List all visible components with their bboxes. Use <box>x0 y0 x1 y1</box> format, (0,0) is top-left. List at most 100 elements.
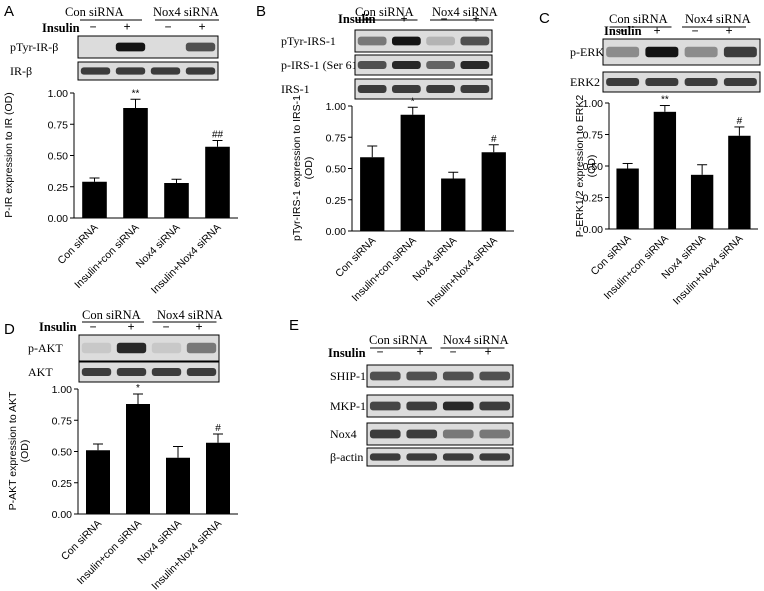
minus-sign: − <box>89 320 96 334</box>
blot-label: p-AKT <box>28 341 63 355</box>
header-con-sirna: Con siRNA <box>355 5 414 19</box>
y-tick-label: 0.50 <box>52 447 73 459</box>
y-tick-label: 0.75 <box>52 415 73 427</box>
x-tick-label: Insulin+con siRNA <box>602 233 671 302</box>
blot-band <box>606 78 640 86</box>
bar <box>166 457 190 514</box>
blot-label: IR-β <box>10 64 32 78</box>
y-tick-label: 0.75 <box>48 119 69 131</box>
significance-mark: ## <box>212 130 224 141</box>
blot-band <box>357 85 387 93</box>
blot-strip <box>366 364 514 388</box>
significance-mark: * <box>411 96 415 107</box>
minus-sign: − <box>691 24 698 38</box>
y-tick-label: 0.25 <box>326 195 347 207</box>
insulin-label: Insulin <box>42 21 80 35</box>
blot-band <box>684 78 718 86</box>
blot-band <box>186 342 217 354</box>
blot-band <box>150 67 181 75</box>
significance-mark: ** <box>132 88 140 99</box>
blot-band <box>460 85 490 93</box>
blot-band <box>369 429 401 439</box>
y-tick-label: 0.50 <box>583 161 604 173</box>
blot-strip <box>366 422 514 446</box>
x-tick-label: Insulin+Nox4 siRNA <box>425 235 500 310</box>
insulin-label: Insulin <box>604 24 642 38</box>
blot-band <box>442 453 474 461</box>
y-tick-label: 0.75 <box>583 130 604 142</box>
blot-strip <box>354 54 493 76</box>
blot-band <box>369 401 401 411</box>
y-tick-label: 0.00 <box>583 224 604 236</box>
bar <box>206 442 230 514</box>
blot-band <box>391 36 421 46</box>
header-nox4-sirna: Nox4 siRNA <box>157 308 223 322</box>
blot-band <box>116 368 147 376</box>
blot-band <box>116 342 147 354</box>
blot-band <box>426 61 456 69</box>
insulin-label: Insulin <box>328 346 366 360</box>
y-tick-label: 0.75 <box>326 132 347 144</box>
significance-mark: # <box>215 423 221 434</box>
panel-letter-C: C <box>539 10 550 27</box>
blot-band <box>406 401 438 411</box>
blot-band <box>391 61 421 69</box>
y-tick-label: 0.25 <box>52 478 73 490</box>
blot-band <box>185 42 216 52</box>
blot-band <box>151 368 182 376</box>
minus-sign: − <box>363 12 370 26</box>
y-axis-label: pTyr-IRS-1 expression to IRS-1 <box>291 95 303 241</box>
blot-strip <box>602 71 761 93</box>
plus-sign: + <box>416 345 423 359</box>
blot-band <box>357 61 387 69</box>
minus-sign: − <box>618 24 625 38</box>
bar <box>690 174 714 229</box>
blot-band <box>479 429 511 439</box>
x-tick-label: Insulin+Nox4 siRNA <box>149 518 224 591</box>
plus-sign: + <box>127 320 134 334</box>
blot-strip <box>366 447 514 467</box>
plus-sign: + <box>484 345 491 359</box>
y-tick-label: 1.00 <box>583 98 604 110</box>
blot-band <box>479 401 511 411</box>
blot-strip <box>366 394 514 418</box>
blot-band <box>460 61 490 69</box>
blot-band <box>442 401 474 411</box>
bar <box>123 108 148 218</box>
bar <box>728 135 751 229</box>
bar <box>400 114 425 231</box>
blot-label: β-actin <box>330 450 363 464</box>
blot-band <box>426 85 456 93</box>
plus-sign: + <box>195 320 202 334</box>
blot-band <box>391 85 421 93</box>
blot-band <box>645 46 679 58</box>
blot-label: SHIP-1 <box>330 369 366 383</box>
blot-band <box>369 371 401 381</box>
y-axis-label: (OD) <box>586 155 598 178</box>
y-tick-label: 0.25 <box>583 193 604 205</box>
significance-mark: * <box>136 383 140 394</box>
blot-label: MKP-1 <box>330 399 366 413</box>
blot-strip <box>354 29 493 53</box>
blot-band <box>426 36 456 46</box>
significance-mark: # <box>737 116 743 127</box>
blot-band <box>186 368 217 376</box>
blot-band <box>645 78 679 86</box>
blot-band <box>185 67 216 75</box>
blot-band <box>151 342 182 354</box>
insulin-label: Insulin <box>39 320 77 334</box>
plus-sign: + <box>653 24 660 38</box>
minus-sign: − <box>449 345 456 359</box>
bar <box>82 181 107 218</box>
y-tick-label: 1.00 <box>48 88 69 100</box>
bar <box>205 146 230 218</box>
bar <box>164 183 189 218</box>
y-tick-label: 0.00 <box>52 509 73 521</box>
blot-band <box>460 36 490 46</box>
blot-band <box>369 453 401 461</box>
y-tick-label: 1.00 <box>326 101 347 113</box>
blot-band <box>684 46 718 58</box>
bar <box>126 404 150 514</box>
significance-mark: # <box>491 134 497 145</box>
header-con-sirna: Con siRNA <box>369 333 428 347</box>
